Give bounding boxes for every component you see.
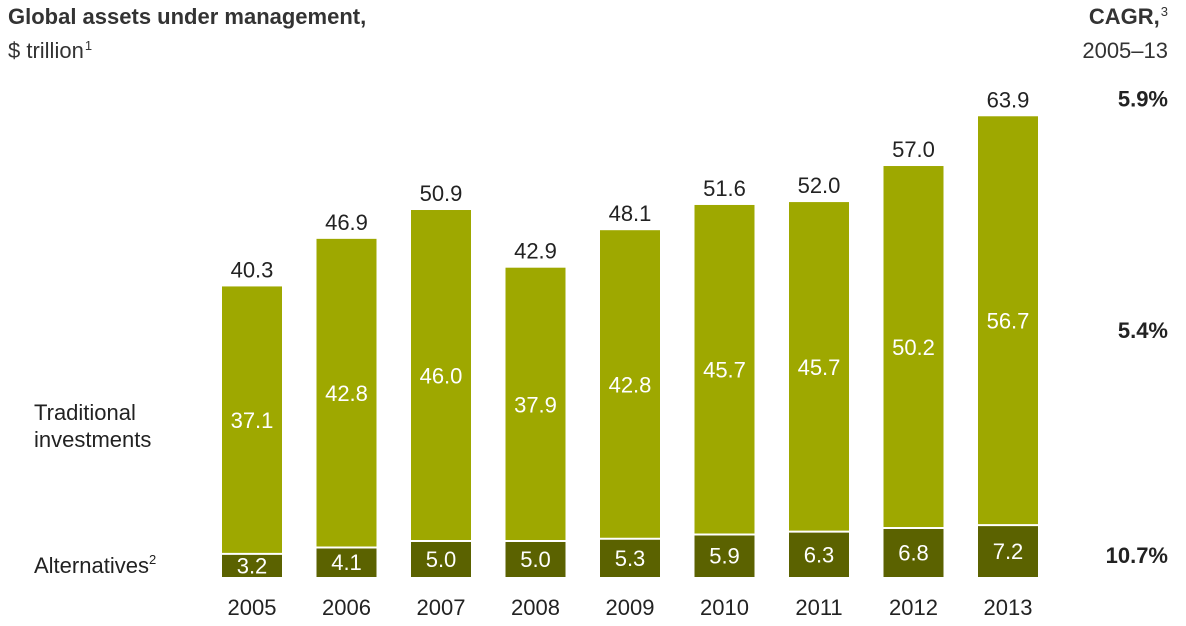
total-value-label: 51.6 <box>703 176 746 201</box>
alternatives-value-label: 6.3 <box>804 542 835 567</box>
total-value-label: 48.1 <box>609 201 652 226</box>
x-tick-label: 2012 <box>889 595 938 620</box>
cagr-period: 2005–13 <box>1082 38 1168 63</box>
cagr-title-text: CAGR, <box>1088 4 1160 29</box>
traditional-value-label: 45.7 <box>798 355 841 380</box>
total-value-label: 42.9 <box>514 239 557 264</box>
bar-alternatives-2011 <box>789 531 849 577</box>
bar-alternatives-2009 <box>600 538 660 577</box>
bar-traditional-2013 <box>978 116 1038 526</box>
alternatives-value-label: 5.3 <box>615 546 646 571</box>
x-tick-label: 2006 <box>322 595 371 620</box>
bar-traditional-2007 <box>411 210 471 541</box>
unit-text: $ trillion <box>8 38 84 63</box>
bar-traditional-2010 <box>694 204 755 535</box>
traditional-value-label: 37.1 <box>231 408 274 433</box>
legend-traditional-line1: Traditional <box>34 400 136 425</box>
bar-traditional-2009 <box>600 230 660 539</box>
bar-alternatives-2008 <box>505 540 566 577</box>
bar-traditional-2006 <box>316 238 377 548</box>
x-tick-label: 2005 <box>228 595 277 620</box>
cagr-footnote: 3 <box>1160 4 1168 19</box>
unit-label: $ trillion1 <box>8 38 92 64</box>
traditional-value-label: 56.7 <box>987 309 1030 334</box>
alternatives-value-label: 4.1 <box>331 550 362 575</box>
x-tick-label: 2013 <box>984 595 1033 620</box>
alternatives-value-label: 5.0 <box>520 547 551 572</box>
cagr-title: CAGR,3 <box>1089 4 1168 30</box>
alternatives-value-label: 6.8 <box>898 540 929 565</box>
x-tick-label: 2007 <box>417 595 466 620</box>
bar-alternatives-2006 <box>316 547 377 577</box>
cagr-total-value: 5.9% <box>1118 86 1168 111</box>
x-tick-label: 2008 <box>511 595 560 620</box>
total-value-label: 57.0 <box>892 137 935 162</box>
cagr-alternatives-value: 10.7% <box>1106 543 1168 568</box>
bar-alternatives-2007 <box>411 540 471 577</box>
total-value-label: 50.9 <box>420 181 463 206</box>
traditional-value-label: 50.2 <box>892 335 935 360</box>
traditional-value-label: 37.9 <box>514 392 557 417</box>
alternatives-value-label: 5.9 <box>709 544 740 569</box>
bar-alternatives-2010 <box>694 534 755 577</box>
total-value-label: 63.9 <box>987 87 1030 112</box>
total-value-label: 40.3 <box>231 257 274 282</box>
legend-alternatives: Alternatives2 <box>34 552 156 578</box>
x-tick-label: 2010 <box>700 595 749 620</box>
traditional-value-label: 46.0 <box>420 363 463 388</box>
alternatives-value-label: 3.2 <box>237 553 268 578</box>
alternatives-value-label: 5.0 <box>426 547 457 572</box>
bar-traditional-2012 <box>883 166 944 528</box>
bar-alternatives-2005 <box>222 553 282 577</box>
chart-title: Global assets under management, <box>8 4 367 29</box>
bar-traditional-2005 <box>222 286 282 554</box>
unit-footnote: 1 <box>84 38 93 53</box>
traditional-value-label: 42.8 <box>609 372 652 397</box>
total-value-label: 52.0 <box>798 173 841 198</box>
bar-traditional-2011 <box>789 202 849 532</box>
x-tick-label: 2011 <box>795 595 842 620</box>
traditional-value-label: 45.7 <box>703 358 746 383</box>
legend-traditional-line2: investments <box>34 427 151 452</box>
bar-traditional-2008 <box>505 267 566 541</box>
x-tick-label: 2009 <box>606 595 655 620</box>
cagr-traditional-value: 5.4% <box>1118 318 1168 343</box>
traditional-value-label: 42.8 <box>325 381 368 406</box>
total-value-label: 46.9 <box>325 210 368 235</box>
alternatives-value-label: 7.2 <box>993 539 1024 564</box>
bar-alternatives-2013 <box>978 525 1038 577</box>
bar-alternatives-2012 <box>883 527 944 577</box>
